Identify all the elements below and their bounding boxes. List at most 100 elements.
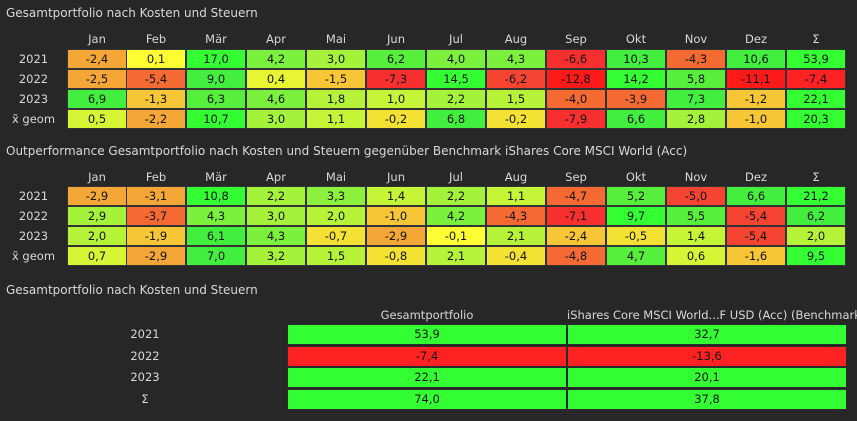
heatmap-cell: -0,2 [486, 109, 546, 129]
heatmap-cell: -6,2 [486, 69, 546, 89]
summary-cell: 53,9 [287, 324, 567, 345]
summary-row-label: 2021 [130, 327, 160, 341]
heatmap-cell: 0,5 [67, 109, 127, 129]
column-header: Okt [625, 170, 647, 184]
heatmap-cell: -1,6 [726, 246, 786, 266]
heatmap-cell: 2,1 [426, 246, 486, 266]
heatmap-cell: 2,8 [666, 109, 726, 129]
column-header: Σ [812, 170, 820, 184]
summary-column-header: Gesamtportfolio [380, 308, 474, 322]
column-header: Jul [449, 170, 463, 184]
heatmap-cell: -3,9 [606, 89, 666, 109]
heatmap-cell: 0,4 [246, 69, 306, 89]
heatmap-cell: 53,9 [786, 49, 846, 69]
heatmap-cell: -2,4 [67, 49, 127, 69]
heatmap-cell: 3,2 [246, 246, 306, 266]
heatmap-cell: 14,2 [606, 69, 666, 89]
heatmap-cell: -4,3 [486, 206, 546, 226]
column-header: Mär [205, 170, 227, 184]
heatmap-cell: 4,7 [606, 246, 666, 266]
heatmap-cell: 17,0 [186, 49, 246, 69]
heatmap-cell: 3,3 [306, 186, 366, 206]
summary-cell: 22,1 [287, 367, 567, 388]
heatmap-cell: -7,9 [546, 109, 606, 129]
column-header: Apr [266, 32, 286, 46]
heatmap-cell: -11,1 [726, 69, 786, 89]
heatmap-cell: -1,2 [726, 89, 786, 109]
heatmap-cell: 4,0 [426, 49, 486, 69]
heatmap-cell: 6,2 [786, 206, 846, 226]
heatmap-cell: 1,1 [486, 186, 546, 206]
heatmap-cell: -1,0 [366, 206, 426, 226]
heatmap-cell: -7,1 [546, 206, 606, 226]
heatmap-cell: 1,5 [486, 89, 546, 109]
heatmap-cell: 4,6 [246, 89, 306, 109]
column-header: Jun [387, 170, 405, 184]
heatmap-cell: -1,5 [306, 69, 366, 89]
column-header: Feb [145, 170, 167, 184]
heatmap-cell: -1,0 [726, 109, 786, 129]
heatmap-cell: 22,1 [786, 89, 846, 109]
heatmap-cell: 3,0 [306, 49, 366, 69]
heatmap-cell: -2,5 [67, 69, 127, 89]
heatmap-cell: 14,5 [426, 69, 486, 89]
heatmap-cell: 21,2 [786, 186, 846, 206]
heatmap-cell: -2,9 [67, 186, 127, 206]
heatmap-cell: -5,4 [126, 69, 186, 89]
section-title-2: Outperformance Gesamtportfolio nach Kost… [6, 144, 688, 158]
heatmap-cell: 2,1 [486, 226, 546, 246]
summary-cell: 32,7 [567, 324, 847, 345]
row-label: x̃ geom [11, 112, 56, 126]
heatmap-cell: 2,0 [306, 206, 366, 226]
heatmap-cell: -3,7 [126, 206, 186, 226]
summary-cell: -13,6 [567, 345, 847, 367]
heatmap-cell: -0,2 [366, 109, 426, 129]
heatmap-cell: 2,9 [67, 206, 127, 226]
row-label: 2022 [18, 209, 49, 223]
column-header: Feb [145, 32, 167, 46]
heatmap-cell: -4,0 [546, 89, 606, 109]
summary-row-label: 2022 [130, 348, 160, 363]
heatmap-cell: 5,5 [666, 206, 726, 226]
column-header: Dez [745, 32, 767, 46]
row-label: 2023 [18, 229, 49, 243]
row-label: 2021 [18, 189, 49, 203]
summary-row-label: Σ [141, 391, 149, 406]
column-header: Sep [565, 32, 587, 46]
heatmap-cell: 0,1 [126, 49, 186, 69]
summary-column-header: iShares Core MSCI World...F USD (Acc) (B… [567, 308, 857, 322]
summary-cell: 37,8 [567, 388, 847, 410]
heatmap-cell: 20,3 [786, 109, 846, 129]
heatmap-cell: 5,2 [606, 186, 666, 206]
heatmap-cell: -6,6 [546, 49, 606, 69]
summary-cell: 74,0 [287, 388, 567, 410]
heatmap-cell: -0,5 [606, 226, 666, 246]
heatmap-cell: 1,1 [306, 109, 366, 129]
heatmap-cell: 0,6 [666, 246, 726, 266]
heatmap-cell: 9,0 [186, 69, 246, 89]
column-header: Okt [625, 32, 647, 46]
column-header: Sep [565, 170, 587, 184]
heatmap-cell: 1,4 [366, 186, 426, 206]
heatmap-cell: -0,8 [366, 246, 426, 266]
heatmap-cell: -2,9 [126, 246, 186, 266]
heatmap-cell: 1,0 [366, 89, 426, 109]
column-header: Jan [88, 170, 106, 184]
heatmap-cell: -7,4 [786, 69, 846, 89]
heatmap-cell: 2,0 [67, 226, 127, 246]
summary-row-label: 2023 [130, 370, 160, 384]
heatmap-cell: -0,1 [426, 226, 486, 246]
heatmap-cell: 6,2 [366, 49, 426, 69]
column-header: Mai [325, 32, 347, 46]
heatmap-cell: 4,2 [426, 206, 486, 226]
row-label: 2021 [18, 52, 49, 66]
heatmap-cell: -4,8 [546, 246, 606, 266]
heatmap-cell: 3,0 [246, 109, 306, 129]
column-header: Nov [684, 32, 708, 46]
column-header: Jan [88, 32, 106, 46]
row-label: x̃ geom [11, 249, 56, 263]
column-header: Apr [266, 170, 286, 184]
column-header: Aug [504, 32, 528, 46]
heatmap-cell: 6,9 [67, 89, 127, 109]
heatmap-cell: -4,7 [546, 186, 606, 206]
